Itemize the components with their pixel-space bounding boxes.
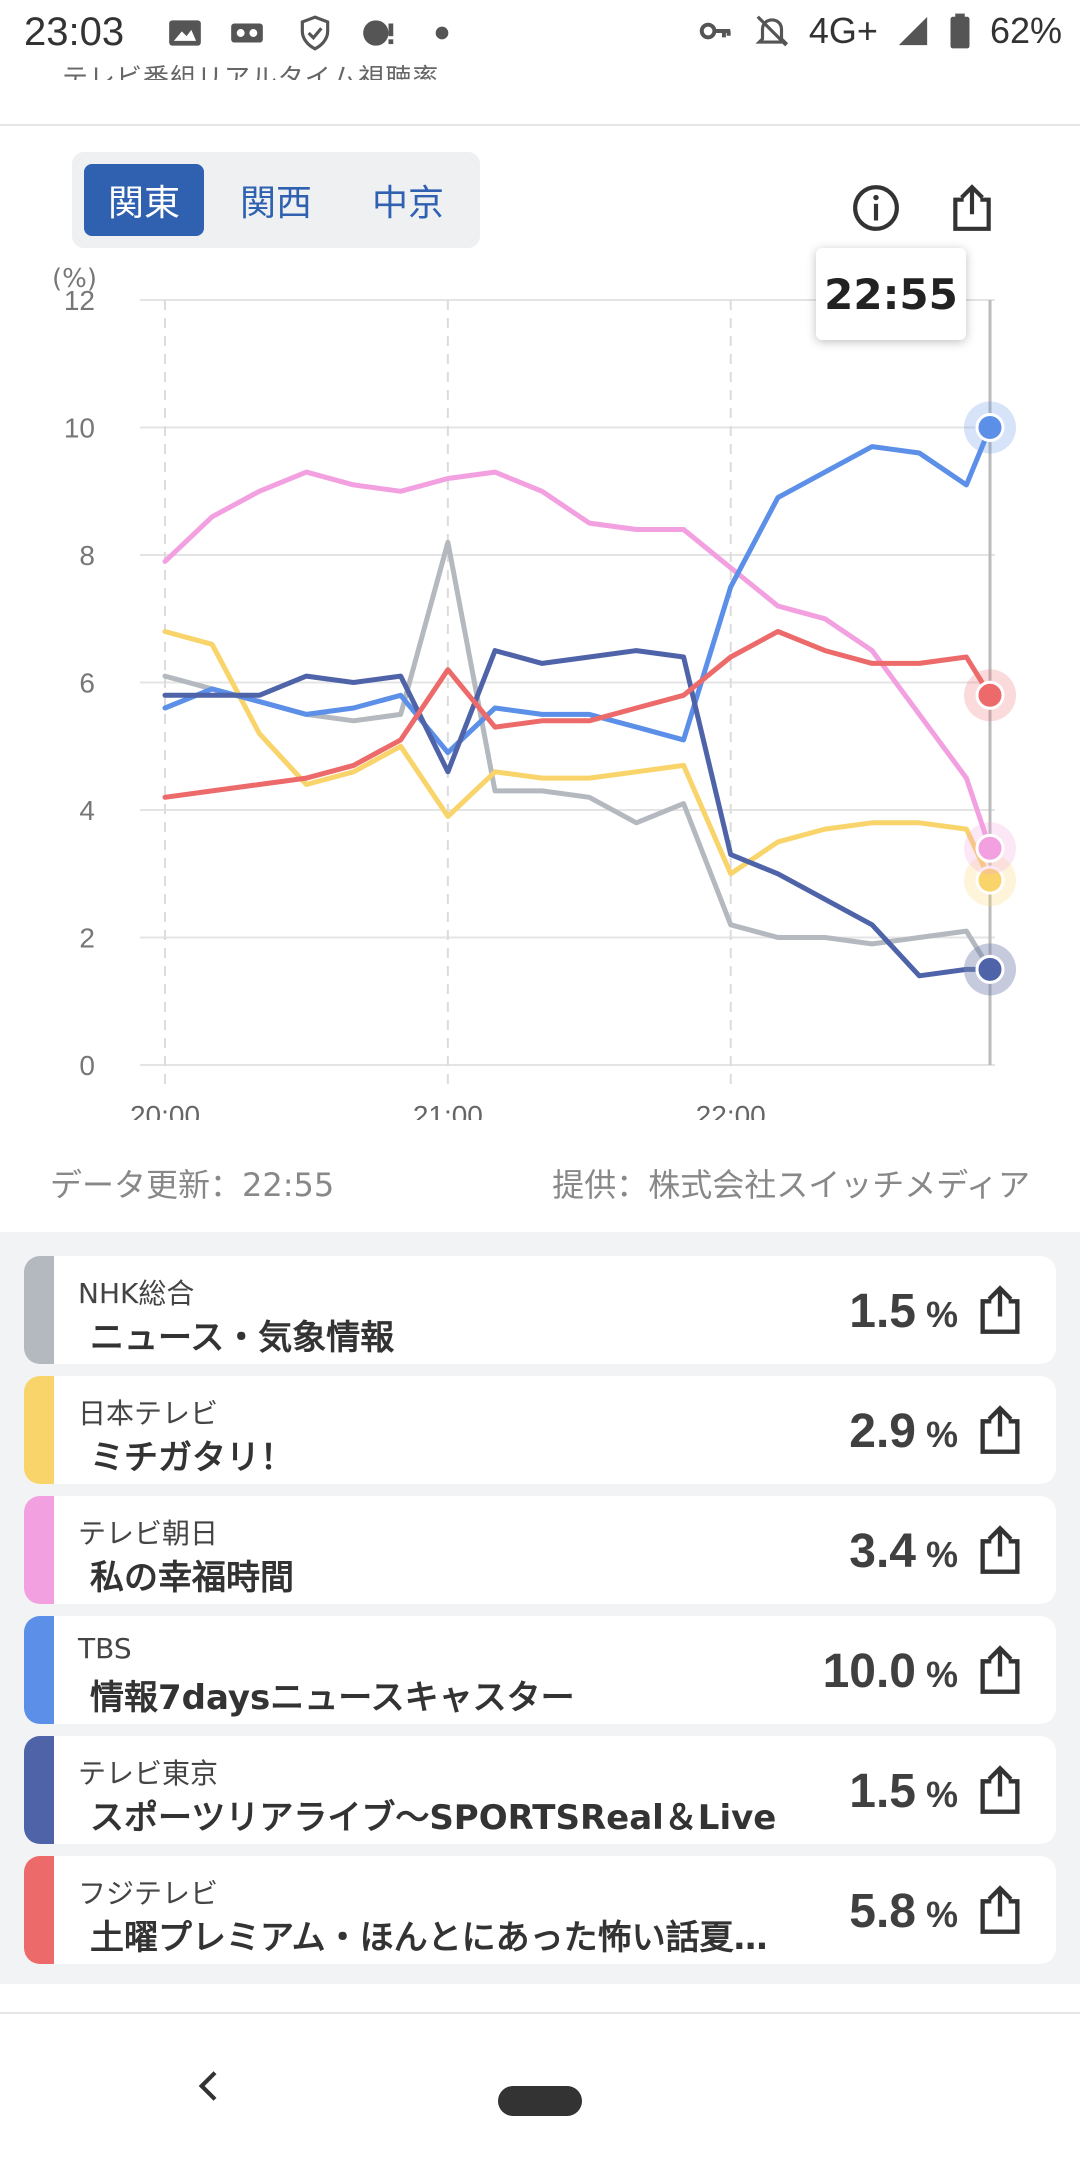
channel-card-ntv[interactable]: 日本テレビ ミチガタリ！ 2.9% xyxy=(24,1376,1056,1484)
share-icon[interactable] xyxy=(974,1404,1026,1456)
back-icon[interactable] xyxy=(190,2066,230,2106)
sync-disabled-icon xyxy=(363,20,394,46)
series-line-4 xyxy=(162,648,993,979)
home-pill[interactable] xyxy=(498,2086,582,2116)
channel-color-bar xyxy=(24,1496,54,1604)
tab-kansai[interactable]: 関西 xyxy=(239,183,312,224)
series-line-1 xyxy=(162,629,993,883)
program-title: スポーツリアライブ～SPORTSReal＆Live xyxy=(90,1798,777,1838)
ratings-chart[interactable]: (%) 0 2 4 6 8 10 12 20:00 21:00 22:00 xyxy=(0,260,1080,1131)
info-icon xyxy=(853,185,899,231)
share-icon[interactable] xyxy=(974,1884,1026,1936)
channel-name: テレビ朝日 xyxy=(78,1517,219,1550)
network-type: 4G+ xyxy=(808,10,878,51)
voicemail-icon xyxy=(231,23,263,43)
status-bar: 23:03 4G+ 62% xyxy=(0,0,1080,72)
program-title: 土曜プレミアム・ほんとにあった怖い話夏… xyxy=(90,1918,768,1958)
program-title: ミチガタリ！ xyxy=(90,1438,294,1478)
y-tick-label: 4 xyxy=(79,795,95,826)
battery-icon xyxy=(950,13,970,49)
program-title: 情報7daysニュースキャスター xyxy=(90,1678,575,1718)
y-tick-label: 6 xyxy=(79,668,95,699)
channel-card-fuji[interactable]: フジテレビ 土曜プレミアム・ほんとにあった怖い話夏… 5.8% xyxy=(24,1856,1056,1964)
data-point-4 xyxy=(975,954,1005,984)
rating-value: 10.0% xyxy=(822,1645,958,1698)
page-title: テレビ番組リアルタイム視聴率 xyxy=(62,64,440,80)
rating-value: 3.4% xyxy=(849,1525,958,1578)
share-icon[interactable] xyxy=(974,1764,1026,1816)
x-tick-label: 22:00 xyxy=(696,1100,766,1120)
info-button[interactable] xyxy=(850,182,902,234)
tab-kanto[interactable]: 関東 xyxy=(84,164,204,236)
rating-value: 1.5% xyxy=(849,1285,958,1338)
channel-card-tv-asahi[interactable]: テレビ朝日 私の幸福時間 3.4% xyxy=(24,1496,1056,1604)
shield-icon xyxy=(300,15,330,51)
channel-color-bar xyxy=(24,1736,54,1844)
signal-icon xyxy=(898,16,928,46)
series-line-0 xyxy=(162,539,993,972)
channel-card-nhk[interactable]: NHK総合 ニュース・気象情報 1.5% xyxy=(24,1256,1056,1364)
line-chart: (%) 0 2 4 6 8 10 12 20:00 21:00 22:00 xyxy=(52,264,1016,1131)
battery-level: 62% xyxy=(989,10,1062,51)
channel-color-bar xyxy=(24,1256,54,1364)
channel-name: テレビ東京 xyxy=(78,1757,219,1790)
dot-icon xyxy=(435,26,449,40)
channel-name: TBS xyxy=(78,1632,132,1665)
channel-color-bar xyxy=(24,1856,54,1964)
time-tooltip: 22:55 xyxy=(816,248,966,340)
rating-value: 2.9% xyxy=(849,1405,958,1458)
notifications-off-icon xyxy=(755,15,789,47)
tab-chukyo[interactable]: 中京 xyxy=(371,183,444,224)
y-tick-label: 12 xyxy=(64,285,95,316)
channel-card-tbs[interactable]: TBS 情報7daysニュースキャスター 10.0% xyxy=(24,1616,1056,1724)
share-button[interactable] xyxy=(946,182,998,234)
chart-footer: データ更新：22:55 提供：株式会社スイッチメディア xyxy=(50,1160,1030,1210)
data-point-1 xyxy=(975,865,1005,895)
status-time: 23:03 xyxy=(24,10,125,54)
channel-name: NHK総合 xyxy=(78,1277,195,1310)
series-line-3 xyxy=(162,425,993,756)
share-icon xyxy=(953,184,991,231)
rating-value: 5.8% xyxy=(849,1885,958,1938)
channel-list: NHK総合 ニュース・気象情報 1.5% 日本テレビ ミチガタリ！ 2.9% テ… xyxy=(0,1232,1080,1984)
x-tick-label: 21:00 xyxy=(413,1100,483,1120)
channel-name: 日本テレビ xyxy=(78,1397,219,1430)
data-point-5 xyxy=(975,680,1005,710)
divider xyxy=(0,124,1080,126)
channel-card-tv-tokyo[interactable]: テレビ東京 スポーツリアライブ～SPORTSReal＆Live 1.5% xyxy=(24,1736,1056,1844)
channel-color-bar xyxy=(24,1376,54,1484)
y-tick-label: 10 xyxy=(64,413,95,444)
region-tabs: 関東 関西 中京 xyxy=(72,152,480,248)
share-icon[interactable] xyxy=(974,1524,1026,1576)
series-line-2 xyxy=(162,469,993,851)
data-updated: データ更新：22:55 xyxy=(50,1166,335,1204)
key-icon xyxy=(699,22,731,40)
y-tick-label: 0 xyxy=(79,1050,95,1081)
program-title: ニュース・気象情報 xyxy=(90,1318,395,1358)
channel-color-bar xyxy=(24,1616,54,1724)
chart-actions xyxy=(850,182,998,234)
share-icon[interactable] xyxy=(974,1644,1026,1696)
data-provider: 提供：株式会社スイッチメディア xyxy=(552,1166,1030,1204)
image-icon xyxy=(169,20,201,46)
data-point-2 xyxy=(975,833,1005,863)
rating-value: 1.5% xyxy=(849,1765,958,1818)
y-tick-label: 8 xyxy=(79,540,95,571)
y-tick-label: 2 xyxy=(79,923,95,954)
channel-name: フジテレビ xyxy=(78,1877,219,1910)
series-line-5 xyxy=(162,629,993,800)
y-axis-label: (%) xyxy=(52,264,97,294)
share-icon[interactable] xyxy=(974,1284,1026,1336)
status-right: 4G+ 62% xyxy=(697,10,1062,52)
x-tick-label: 20:00 xyxy=(130,1100,200,1120)
system-nav-bar xyxy=(0,2012,1080,2162)
data-point-3 xyxy=(975,413,1005,442)
program-title: 私の幸福時間 xyxy=(90,1558,294,1598)
